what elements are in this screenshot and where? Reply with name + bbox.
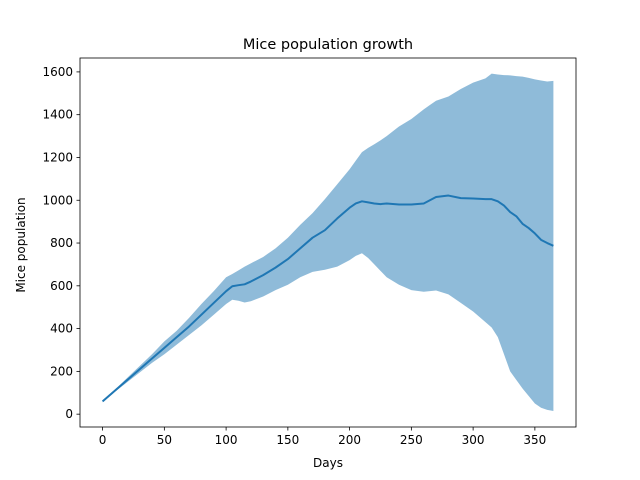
plot-area <box>101 73 554 411</box>
confidence-band <box>102 73 554 411</box>
y-tick-label: 0 <box>65 407 73 421</box>
x-tick-label: 250 <box>400 433 423 447</box>
y-tick-label: 1600 <box>42 65 73 79</box>
x-tick-label: 150 <box>276 433 299 447</box>
x-tick-label: 100 <box>215 433 238 447</box>
y-axis-label: Mice population <box>14 197 28 292</box>
x-tick-label: 0 <box>99 433 107 447</box>
y-tick-label: 1000 <box>42 193 73 207</box>
x-tick-label: 350 <box>523 433 546 447</box>
y-tick-label: 1400 <box>42 108 73 122</box>
x-tick-label: 200 <box>338 433 361 447</box>
axes: 0 50 100 150 200 250 300 350 0 200 400 600 800 1000 12… <box>42 57 577 447</box>
x-tick-label: 50 <box>157 433 172 447</box>
y-tick-label: 200 <box>50 364 73 378</box>
x-tick-label: 300 <box>462 433 485 447</box>
x-axis-label: Days <box>313 456 343 470</box>
plot-frame <box>79 57 577 428</box>
mean-line <box>101 194 554 403</box>
y-tick-label: 800 <box>50 236 73 250</box>
chart-title: Mice population growth <box>243 37 413 53</box>
y-tick-label: 400 <box>50 322 73 336</box>
y-tick-label: 1200 <box>42 150 73 164</box>
y-tick-label: 600 <box>50 279 73 293</box>
